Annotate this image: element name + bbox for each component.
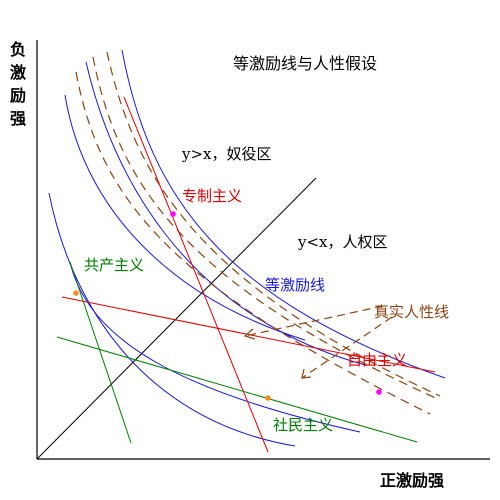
true-nature-curves xyxy=(75,51,441,415)
iso-incentive-curves xyxy=(48,49,446,447)
true-nature-arrowhead-1 xyxy=(243,328,256,340)
y-axis-char-3: 励 xyxy=(10,86,26,105)
liberalism-tangent-point xyxy=(376,389,382,395)
true-nature-curve-1 xyxy=(75,71,431,415)
slavery-region-label: y>x，奴役区 xyxy=(181,145,272,163)
y-axis-char-1: 负 xyxy=(10,40,26,59)
communism-line xyxy=(69,261,132,444)
communism-tangent-point xyxy=(73,290,79,296)
human-rights-region-label: y<x，人权区 xyxy=(297,233,388,251)
true-nature-curve-2 xyxy=(92,56,441,401)
social-democracy-tangent-point xyxy=(265,395,271,401)
y-axis-char-4: 强 xyxy=(10,109,26,128)
social-democracy-line xyxy=(56,336,418,443)
true-nature-arrow-2 xyxy=(301,316,393,379)
true-nature-arrowhead-2 xyxy=(301,368,312,379)
iso-curve-2 xyxy=(69,261,361,433)
diagram-title: 等激励线与人性假设 xyxy=(233,54,377,73)
despotism-line xyxy=(123,96,269,453)
y-axis-label: 负 激 励 强 xyxy=(10,40,26,128)
iso-incentive-label: 等激励线 xyxy=(265,276,325,294)
despotism-tangent-point xyxy=(170,211,176,217)
iso-curve-5 xyxy=(121,49,446,379)
diagonal-line xyxy=(36,177,317,460)
y-axis-char-2: 激 xyxy=(10,63,26,82)
true-nature-arrow-1 xyxy=(244,305,384,337)
x-axis-label: 正激励强 xyxy=(380,471,444,490)
iso-curve-3 xyxy=(64,94,306,341)
despotism-label: 专制主义 xyxy=(182,187,242,205)
true-nature-label: 真实人性线 xyxy=(374,303,449,321)
iso-curve-1 xyxy=(48,192,296,447)
true-nature-arrows xyxy=(243,305,393,379)
communism-label: 共产主义 xyxy=(84,256,144,274)
true-nature-curve-3 xyxy=(106,51,441,397)
iso-curve-4 xyxy=(85,61,366,366)
liberalism-label: 自由主义 xyxy=(347,351,407,369)
liberalism-line xyxy=(61,296,436,373)
social-democracy-label: 社民主义 xyxy=(273,416,333,434)
